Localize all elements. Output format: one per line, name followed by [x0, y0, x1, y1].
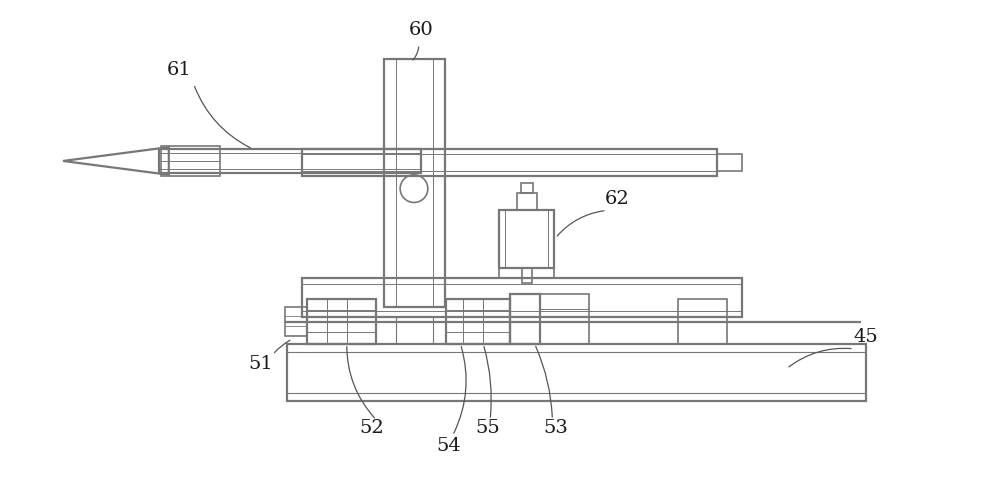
Bar [302, 149, 717, 176]
Text: 60: 60 [409, 21, 433, 40]
Text: 51: 51 [248, 355, 273, 373]
Bar [307, 299, 376, 344]
Bar [517, 193, 537, 210]
Bar [510, 294, 540, 344]
Bar [161, 146, 220, 176]
Bar [302, 278, 742, 317]
Bar [521, 183, 533, 193]
Text: 61: 61 [166, 61, 191, 79]
Text: 45: 45 [853, 328, 878, 346]
Text: 62: 62 [604, 189, 629, 207]
Bar [717, 154, 742, 171]
Bar [540, 294, 589, 344]
Bar [522, 268, 532, 283]
Bar [446, 299, 510, 344]
Bar [287, 344, 866, 401]
Bar [499, 210, 554, 268]
Bar [678, 299, 727, 344]
Text: 55: 55 [476, 419, 501, 437]
Bar [384, 59, 445, 307]
Text: 53: 53 [543, 419, 568, 437]
Bar [499, 268, 554, 278]
Text: 52: 52 [359, 419, 384, 437]
Bar [159, 149, 421, 173]
Bar [285, 307, 307, 336]
Text: 54: 54 [436, 437, 461, 455]
